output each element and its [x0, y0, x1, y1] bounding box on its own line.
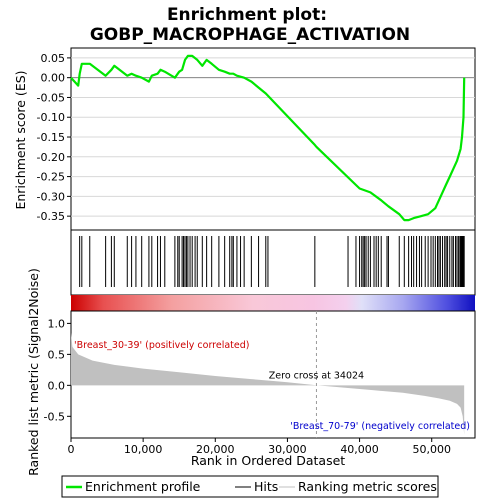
legend: Enrichment profile Hits Ranking metric s…: [61, 475, 439, 498]
chart-title-line1: Enrichment plot:: [167, 5, 327, 25]
es-panel-frame: [70, 47, 476, 231]
es-y-tick-label: -0.25: [37, 171, 65, 184]
positive-correlation-label: 'Breast_30-39' (positively correlated): [74, 340, 250, 351]
hits-panel-frame: [70, 229, 476, 296]
x-tick-label: 50,000: [412, 443, 451, 456]
x-tick-label: 30,000: [268, 443, 307, 456]
metric-y-tick-label: -0.5: [44, 410, 65, 423]
es-y-axis-label: Enrichment score (ES): [13, 70, 28, 209]
ranking-metric-area: [71, 332, 465, 435]
x-tick-label: 40,000: [340, 443, 379, 456]
es-y-tick-label: -0.05: [37, 91, 65, 104]
metric-y-tick-label: 0.5: [48, 348, 66, 361]
metric-y-axis-label: Ranked list metric (Signal2Noise): [26, 268, 41, 476]
x-axis-label: Rank in Ordered Dataset: [191, 453, 345, 468]
es-y-tick-label: -0.30: [37, 190, 65, 203]
x-tick-label: 0: [68, 443, 75, 456]
es-y-tick-label: 0.05: [41, 52, 66, 65]
x-tick-label: 10,000: [124, 443, 163, 456]
es-panel: 0.05 0.00 -0.05 -0.10 -0.15 -0.20 -0.25 -0.30 -0…: [13, 47, 476, 231]
hit-markers: [79, 236, 465, 287]
zero-cross-label: Zero cross at 34024: [269, 370, 364, 381]
es-y-ticks: 0.05 0.00 -0.05 -0.10 -0.15 -0.20 -0.25 -0.30 -0…: [37, 52, 71, 223]
es-y-tick-label: -0.15: [37, 131, 65, 144]
legend-hits-label: Hits: [254, 479, 278, 494]
es-y-tick-label: -0.20: [37, 151, 65, 164]
es-y-tick-label: -0.35: [37, 210, 65, 223]
x-axis-ticks: 0 10,000 20,000 30,000 40,000 50,000: [68, 438, 451, 456]
legend-metric-label: Ranking metric scores: [298, 479, 437, 494]
x-tick-label: 20,000: [196, 443, 235, 456]
chart-title-line2: GOBP_MACROPHAGE_ACTIVATION: [90, 25, 410, 45]
es-y-tick-label: 0.00: [41, 72, 66, 85]
enrichment-profile-line: [70, 54, 466, 222]
legend-enrichment-label: Enrichment profile: [85, 479, 201, 494]
metric-y-tick-label: 1.0: [48, 317, 66, 330]
metric-y-ticks: 1.0 0.5 0.0 -0.5: [44, 317, 71, 423]
es-y-tick-label: -0.10: [37, 111, 65, 124]
rank-color-bar: [71, 295, 475, 311]
metric-y-tick-label: 0.0: [48, 379, 66, 392]
hits-panel: [70, 229, 476, 296]
negative-correlation-label: 'Breast_70-79' (negatively correlated): [290, 421, 470, 432]
ranking-metric-panel: 1.0 0.5 0.0 -0.5 Zero cross at 34024 'Breas…: [26, 268, 476, 476]
